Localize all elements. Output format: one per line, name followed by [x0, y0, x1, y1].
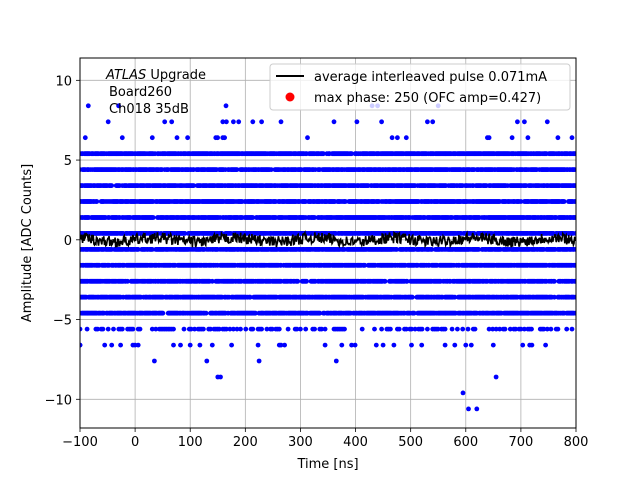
- data-point: [382, 278, 388, 284]
- data-point: [573, 294, 576, 300]
- data-point: [317, 310, 323, 316]
- data-point: [247, 294, 253, 300]
- data-point: [410, 294, 415, 300]
- data-point: [203, 310, 209, 316]
- data-point: [552, 294, 557, 300]
- data-point: [150, 215, 156, 220]
- data-point: [125, 278, 130, 284]
- data-point: [561, 199, 567, 204]
- scatter-series: [80, 103, 576, 412]
- data-point: [109, 183, 115, 189]
- data-point: [253, 310, 258, 316]
- data-point: [160, 310, 166, 316]
- data-point: [573, 310, 576, 316]
- data-point: [304, 278, 309, 284]
- data-point: [552, 278, 557, 284]
- data-point: [94, 199, 100, 204]
- data-point: [452, 294, 458, 300]
- data-point: [209, 278, 215, 284]
- data-point: [411, 310, 417, 316]
- data-point: [573, 278, 576, 284]
- data-point: [404, 278, 410, 284]
- data-point: [295, 278, 301, 284]
